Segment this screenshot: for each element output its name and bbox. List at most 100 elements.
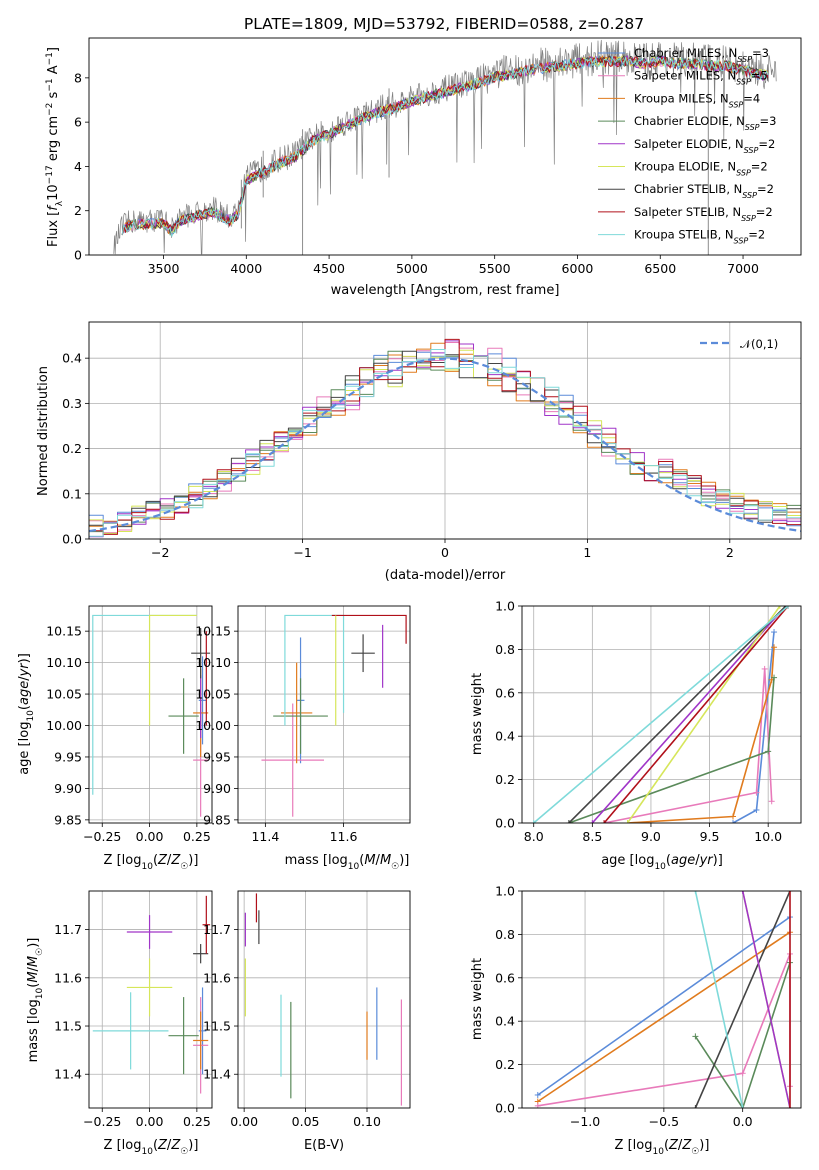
axes-frame [521,890,802,1109]
plot-area [534,891,793,1108]
y-axis-label: Flux [fλ10−17 erg cm−2 s−1 A−1] [45,47,65,247]
weight-curve [741,891,791,1108]
y-tick-label: 0.6 [495,685,515,700]
errorbar-point [126,958,173,1017]
y-axis-label-text: mass [log10(M/M☉)] [26,938,45,1063]
y-tick-label: 10.05 [195,687,231,702]
errorbar-point [198,987,207,1075]
errorbar-point [193,1011,209,1070]
residual-axes: −2 −1 0 1 2 0.0 0.1 0.2 0.3 0.4 [62,321,802,560]
y-tick-label: 0.6 [495,970,515,985]
y-axis-label: mass weight [470,673,485,755]
y-tick-label: 9.95 [54,749,82,764]
x-tick-label: 6500 [644,261,676,276]
x-tick-label: −2 [151,545,169,560]
y-tick-label: 10.00 [195,718,231,733]
normal-reference-curve [89,357,801,533]
weight-curve [694,962,791,1108]
y-axis-label: Normed distribution [36,366,51,496]
errorbar-point [148,614,197,726]
errorbar-point [168,997,199,1075]
weight-curve [533,606,789,823]
axes-frame [237,890,411,1109]
y-tick-label: 10.10 [46,655,82,670]
legend-label: Kroupa ELODIE, NSSP=2 [634,160,768,178]
x-tick-label: 8.5 [582,829,602,844]
x-tick-label: 0.25 [183,829,211,844]
x-axis-label: wavelength [Angstrom, rest frame] [331,283,560,298]
y-tick-label: 0.2 [495,1057,515,1072]
x-tick-label: 0.0 [733,1114,753,1129]
y-tick-label: 0.2 [495,772,515,787]
x-tick-label: 11.4 [251,829,279,844]
weight-curve [627,647,775,823]
weight-curve [603,606,789,823]
axes-frame [88,890,213,1109]
y-tick-label: 11.7 [54,922,82,937]
y-tick-label: 11.5 [203,1019,231,1034]
x-tick-label: 4000 [230,261,262,276]
figure-title: PLATE=1809, MJD=53792, FIBERID=0588, z=0… [244,15,644,33]
errorbar-point [126,915,173,949]
x-tick-label: 0.25 [183,1114,211,1129]
axes-frame [521,605,802,824]
y-tick-label: 0.2 [62,441,82,456]
x-axis-label: Z [log10(Z/Z☉)] [615,1138,710,1157]
legend-label: Kroupa MILES, NSSP=4 [634,91,760,109]
errorbar-point [202,895,211,954]
x-axis-label: Z [log10(Z/Z☉)] [104,1138,199,1157]
weight-curve [568,606,787,823]
errorbar-point [191,628,211,679]
y-axis-label-text: Flux [fλ10−17 erg cm−2 s−1 A−1] [45,47,65,247]
errorbar-point [193,944,209,964]
plot-area [261,614,407,817]
y-tick-label: 11.6 [54,970,82,985]
x-tick-label: 2 [726,545,734,560]
y-tick-label: 0.0 [495,1101,515,1116]
y-tick-label: 0.4 [495,1014,515,1029]
x-tick-label: 4500 [313,261,345,276]
x-tick-label: 9.0 [641,829,661,844]
plot-area [530,606,792,823]
mass-metallicity-axes: −0.25 0.00 0.25 11.4 11.5 11.6 11.7 [54,890,213,1129]
y-tick-label: 0 [74,248,82,263]
x-axis-label: mass [log10(M/M☉)] [285,853,410,872]
x-tick-label: 5500 [479,261,511,276]
x-tick-label: 11.6 [330,829,358,844]
x-tick-label: 1 [583,545,591,560]
errorbar-point [92,614,197,795]
x-tick-label: −0.25 [83,1114,121,1129]
plot-area [92,614,211,817]
metallicity-weight-axes: −1.0 −0.5 0.0 0.0 0.2 0.4 0.6 0.8 1.0 [495,884,802,1129]
y-axis-label: age [log10(age/yr)] [17,653,36,775]
x-axis-label: Z [log10(Z/Z☉)] [104,853,199,872]
model-spectrum-line [121,56,769,236]
errorbar-point [261,703,324,817]
x-tick-label: −0.5 [649,1114,679,1129]
legend-label: Salpeter ELODIE, NSSP=2 [634,137,775,155]
errorbar-point [281,662,313,764]
weight-curve [626,606,781,823]
model-spectrum-line [121,55,769,236]
y-tick-label: 11.6 [203,970,231,985]
x-tick-label: 0.10 [353,1114,381,1129]
errorbar-point [284,614,345,726]
weight-curve [694,891,791,1108]
x-tick-label: 0.00 [136,1114,164,1129]
legend-label: Chabrier STELIB, NSSP=2 [634,182,774,200]
errorbar-point [351,634,375,673]
model-spectrum-line [121,56,769,237]
errorbar-point [198,656,207,745]
spectrum-legend: Chabrier MILES, NSSP=3 Salpeter MILES, NS… [598,46,776,245]
plot-area [244,893,402,1106]
y-tick-label: 10.05 [46,687,82,702]
legend-label: Chabrier MILES, NSSP=3 [634,46,769,64]
y-tick-label: 0.0 [62,532,82,547]
weight-curve [537,916,791,1096]
plot-area [92,895,211,1094]
spectrum-axes: 3500 4000 4500 5000 5500 6000 6500 7000 0 2 4 6 8 [74,37,802,276]
errorbar-point [168,678,199,754]
plot-area [89,338,801,538]
age-metallicity-axes: −0.25 0.00 0.25 9.85 9.90 9.95 10.00 10.05 10.10… [46,605,213,844]
x-tick-label: 0.05 [292,1114,320,1129]
